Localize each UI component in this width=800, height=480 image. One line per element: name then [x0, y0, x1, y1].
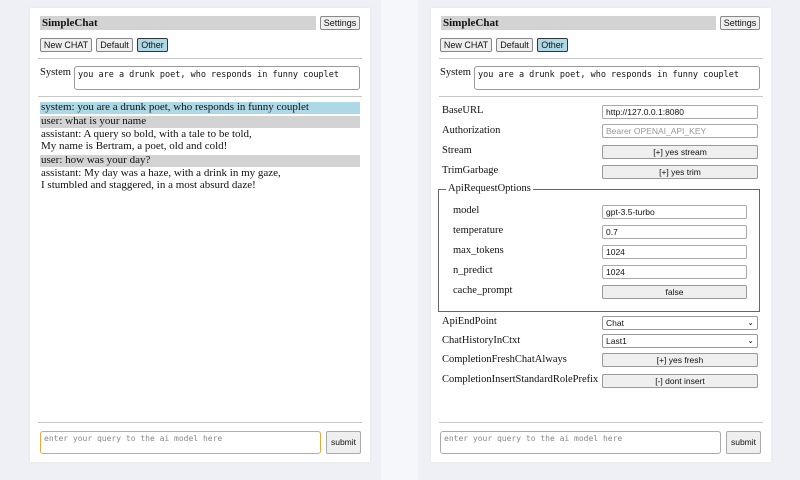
- baseurl-input[interactable]: http://127.0.0.1:8080: [602, 105, 758, 119]
- settings-button[interactable]: Settings: [320, 16, 360, 30]
- temperature-label: temperature: [453, 225, 504, 236]
- system-prompt-input[interactable]: you are a drunk poet, who responds in fu…: [474, 66, 760, 90]
- n-predict-input[interactable]: 1024: [602, 265, 747, 279]
- divider: [439, 96, 763, 97]
- model-label: model: [453, 205, 480, 216]
- temperature-input[interactable]: 0.7: [602, 225, 747, 239]
- stream-toggle[interactable]: [+] yes stream: [602, 145, 758, 159]
- api-endpoint-select[interactable]: Chat ⌄: [602, 316, 758, 330]
- system-prompt-input[interactable]: you are a drunk poet, who responds in fu…: [74, 66, 360, 90]
- divider: [439, 58, 763, 59]
- other-session-button[interactable]: Other: [537, 38, 568, 52]
- max-tokens-label: max_tokens: [453, 245, 504, 256]
- trim-garbage-label: TrimGarbage: [442, 165, 499, 176]
- cache-prompt-toggle[interactable]: false: [602, 285, 747, 299]
- completion-fresh-chat-label: CompletionFreshChatAlways: [442, 354, 567, 365]
- system-label: System: [440, 67, 471, 78]
- message-line: My name is Bertram, a poet, old and cold…: [41, 139, 228, 152]
- chat-panel: SimpleChat Settings New CHAT Default Oth…: [30, 8, 370, 462]
- chat-message-assistant: assistant: My day was a haze, with a dri…: [40, 167, 360, 191]
- completion-insert-prefix-label: CompletionInsertStandardRolePrefix: [442, 374, 599, 385]
- stream-label: Stream: [442, 145, 472, 156]
- query-input[interactable]: enter your query to the ai model here: [440, 431, 721, 454]
- completion-fresh-chat-toggle[interactable]: [+] yes fresh: [602, 353, 758, 367]
- background-seam: [381, 0, 418, 480]
- baseurl-label: BaseURL: [442, 105, 484, 116]
- api-endpoint-label: ApiEndPoint: [442, 316, 497, 327]
- system-label: System: [40, 67, 71, 78]
- chevron-down-icon: ⌄: [747, 318, 754, 327]
- chat-message-user: user: how was your day?: [40, 154, 360, 167]
- chat-history-label: ChatHistoryInCtxt: [442, 335, 521, 346]
- chat-history-value: Last1: [606, 336, 627, 346]
- app-title: SimpleChat: [40, 16, 316, 30]
- default-session-button[interactable]: Default: [96, 38, 133, 52]
- chat-history-select[interactable]: Last1 ⌄: [602, 334, 758, 348]
- api-request-options-legend: ApiRequestOptions: [446, 183, 533, 194]
- settings-button[interactable]: Settings: [720, 16, 760, 30]
- divider: [439, 422, 763, 423]
- message-line: assistant: A query so bold, with a tale …: [41, 128, 252, 140]
- authorization-input[interactable]: Bearer OPENAI_API_KEY: [602, 124, 758, 138]
- submit-button[interactable]: submit: [326, 431, 361, 454]
- query-input[interactable]: enter your query to the ai model here: [40, 431, 321, 454]
- divider: [38, 96, 362, 97]
- chevron-down-icon: ⌄: [747, 336, 754, 345]
- authorization-label: Authorization: [442, 125, 501, 136]
- app-title: SimpleChat: [441, 16, 716, 30]
- other-session-button[interactable]: Other: [137, 38, 168, 52]
- chat-message-system: system: you are a drunk poet, who respon…: [40, 101, 360, 114]
- cache-prompt-label: cache_prompt: [453, 285, 513, 296]
- chat-message-assistant: assistant: A query so bold, with a tale …: [40, 128, 360, 152]
- new-chat-button[interactable]: New CHAT: [440, 38, 492, 52]
- n-predict-label: n_predict: [453, 265, 493, 276]
- api-request-options-fieldset: [438, 189, 760, 312]
- chat-message-user: user: what is your name: [40, 115, 360, 128]
- api-endpoint-value: Chat: [606, 318, 624, 328]
- trim-garbage-toggle[interactable]: [+] yes trim: [602, 165, 758, 179]
- divider: [38, 422, 362, 423]
- message-line: I stumbled and staggered, in a most absu…: [41, 178, 256, 191]
- model-input[interactable]: gpt-3.5-turbo: [602, 205, 747, 219]
- message-line: assistant: My day was a haze, with a dri…: [41, 167, 281, 179]
- new-chat-button[interactable]: New CHAT: [40, 38, 92, 52]
- settings-panel: SimpleChat Settings New CHAT Default Oth…: [431, 8, 771, 462]
- max-tokens-input[interactable]: 1024: [602, 245, 747, 259]
- default-session-button[interactable]: Default: [496, 38, 533, 52]
- completion-insert-prefix-toggle[interactable]: [-] dont insert: [602, 374, 758, 388]
- divider: [38, 58, 362, 59]
- submit-button[interactable]: submit: [726, 431, 761, 454]
